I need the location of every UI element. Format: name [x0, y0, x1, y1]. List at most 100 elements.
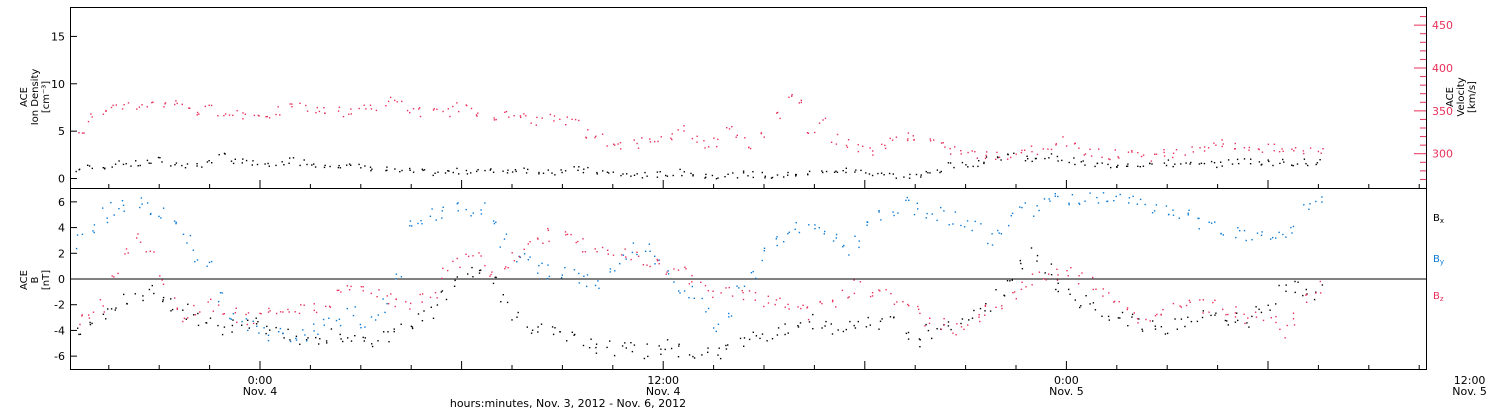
legend-by-label: B [1433, 254, 1440, 265]
legend-bx-sub: x [1440, 217, 1444, 225]
by-point [505, 233, 508, 235]
bx-point [907, 331, 910, 334]
bx-point [325, 340, 328, 342]
bz-point [1081, 272, 1083, 274]
bx-point [595, 343, 598, 345]
bz-point [1056, 279, 1059, 281]
bx-point [771, 338, 774, 340]
velocity-point [224, 113, 227, 115]
by-point [499, 246, 501, 248]
bz-point [807, 318, 810, 321]
density-point [920, 174, 922, 176]
bz-point [956, 323, 958, 325]
by-point [409, 225, 411, 227]
by-point [465, 208, 467, 211]
bz-point [1235, 306, 1237, 308]
velocity-point [1089, 148, 1091, 150]
bz-point [159, 275, 161, 277]
density-tick-label: 10 [51, 78, 65, 91]
density-point [747, 175, 749, 177]
by-point [208, 261, 211, 264]
bz-point [802, 304, 804, 306]
by-point [823, 233, 825, 235]
by-point [795, 222, 797, 224]
by-point [1251, 239, 1253, 241]
velocity-point [984, 157, 987, 160]
bz-point [124, 253, 126, 255]
bx-point [1294, 280, 1296, 283]
bz-point [376, 296, 378, 298]
bx-point [77, 327, 79, 329]
velocity-point [1192, 151, 1194, 153]
density-point [692, 174, 694, 176]
bz-point [1227, 313, 1229, 316]
velocity-point [83, 132, 85, 134]
density-point [175, 162, 178, 164]
by-point [339, 324, 342, 327]
density-point [184, 167, 187, 169]
velocity-point [387, 100, 390, 103]
density-point [715, 178, 718, 180]
by-point [322, 318, 325, 321]
velocity-point [1150, 160, 1153, 162]
bx-point [305, 339, 308, 341]
density-point [371, 168, 373, 170]
bx-point [517, 311, 519, 314]
by-point [1303, 204, 1305, 206]
velocity-point [291, 106, 293, 108]
density-point [306, 163, 308, 166]
bx-point [1055, 288, 1057, 291]
density-point [612, 171, 614, 173]
velocity-point [1030, 145, 1033, 147]
velocity-point [175, 100, 177, 102]
bz-point [704, 284, 707, 287]
bz-point [691, 274, 693, 277]
bx-point [595, 346, 597, 349]
velocity-point [1131, 151, 1133, 153]
density-point [506, 172, 509, 174]
density-point [477, 169, 479, 171]
density-point [855, 169, 857, 171]
by-point [1019, 206, 1021, 208]
bx-point [537, 326, 539, 328]
density-point [208, 160, 210, 162]
bz-point [456, 257, 458, 260]
density-point [1084, 164, 1086, 166]
bx-point [1089, 303, 1091, 305]
bz-point [282, 311, 284, 313]
bx-point [388, 341, 390, 343]
density-point [596, 171, 598, 174]
density-point [1068, 161, 1070, 164]
bx-point [1044, 272, 1046, 274]
velocity-point [845, 144, 848, 147]
by-point [1054, 195, 1056, 197]
velocity-point [1118, 157, 1120, 159]
by-point [1106, 200, 1109, 202]
density-point [1261, 163, 1263, 166]
bx-point [931, 337, 933, 340]
by-point [943, 210, 945, 212]
velocity-point [949, 147, 951, 150]
velocity-point [1273, 143, 1276, 145]
velocity-point [578, 119, 580, 122]
velocity-point [619, 142, 622, 144]
density-point [218, 154, 220, 156]
density-point [587, 166, 589, 169]
by-point [594, 284, 597, 287]
density-point [644, 171, 646, 174]
bx-point [1166, 332, 1169, 335]
bz-point [1222, 308, 1224, 311]
velocity-point [1101, 156, 1103, 158]
bx-point [588, 347, 591, 349]
by-point [691, 285, 693, 288]
bz-point [300, 304, 302, 306]
legend-bz: Bz [1433, 291, 1444, 303]
velocity-point [1322, 148, 1324, 150]
density-point [929, 172, 931, 174]
velocity-point [940, 142, 943, 144]
bx-point [1036, 254, 1039, 257]
velocity-point [1090, 155, 1093, 157]
by-point [110, 201, 112, 204]
density-point [705, 173, 707, 176]
